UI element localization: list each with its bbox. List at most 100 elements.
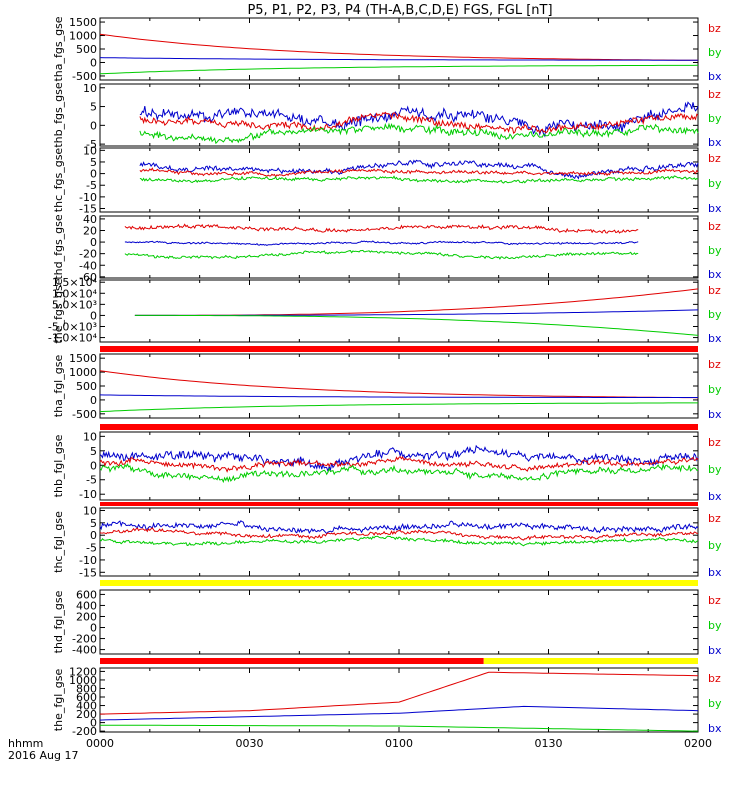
x-tick-label: 0130 (535, 737, 563, 750)
legend-by: by (708, 383, 722, 396)
chart-title: P5, P1, P2, P3, P4 (TH-A,B,C,D,E) FGS, F… (247, 3, 552, 18)
x-axis-label-date: 2016 Aug 17 (8, 749, 78, 762)
status-bar-segment (100, 502, 698, 506)
legend-bz: bz (708, 152, 721, 165)
series-line-bz (99, 671, 699, 715)
y-tick-label: 5 (90, 517, 97, 530)
x-tick-label: 0030 (236, 737, 264, 750)
y-tick-label: -60 (79, 271, 97, 284)
series-line-bz (99, 370, 699, 399)
x-tick-label: 0200 (684, 737, 712, 750)
y-tick-label: -400 (72, 644, 97, 657)
legend-bz: bz (708, 672, 721, 685)
y-tick-label: 10 (83, 82, 97, 95)
series-line-bx (124, 240, 639, 246)
y-tick-label: 0 (90, 529, 97, 542)
legend-by: by (708, 177, 722, 190)
series-line-by (99, 535, 699, 547)
legend-bx: bx (708, 408, 722, 421)
series-line-bx (99, 520, 699, 535)
y-tick-label: -10 (79, 488, 97, 501)
panel-frame (99, 215, 699, 279)
series-line-by (99, 462, 699, 484)
y-tick-label: 800 (76, 682, 97, 695)
y-tick-label: 1000 (69, 366, 97, 379)
status-bar-segment (100, 346, 698, 352)
y-tick-label: 5 (90, 445, 97, 458)
x-axis-label-hhmm: hhmm (8, 737, 43, 750)
status-bar-segment (483, 658, 698, 664)
y-tick-label: 0 (90, 119, 97, 132)
y-tick-label: -1.0×10⁴ (48, 332, 98, 345)
status-bars-layer (100, 346, 698, 664)
series-line-bz (124, 223, 639, 234)
legend-bz: bz (708, 512, 721, 525)
legend-bz: bz (708, 22, 721, 35)
y-tick-label: -20 (79, 248, 97, 261)
y-tick-label: 1.0×10⁴ (52, 287, 98, 300)
y-axis-label: tha_fgl_gse (52, 355, 65, 418)
y-tick-label: 0 (90, 394, 97, 407)
panel-the_fgs_gse: 1.5×10⁴1.0×10⁴5.0×10³0-5.0×10³-1.0×10⁴th… (48, 276, 722, 345)
y-tick-label: 0 (90, 459, 97, 472)
panel-frame (99, 147, 699, 213)
y-tick-label: 1500 (69, 352, 97, 365)
y-tick-label: 1000 (69, 674, 97, 687)
legend-bx: bx (708, 644, 722, 657)
panel-thb_fgs_gse: 10 5 0 -5 thb_fgs_gse bz by bx (52, 82, 722, 151)
y-tick-label: -200 (72, 725, 97, 738)
y-axis-label: thb_fgl_gse (52, 434, 65, 497)
legend-bx: bx (708, 136, 722, 149)
y-tick-label: 1000 (69, 30, 97, 43)
y-axis-label: thc_fgs_gse (52, 148, 65, 213)
status-bar-segment (100, 424, 698, 430)
legend-by: by (708, 463, 722, 476)
series-line-bz (139, 167, 699, 178)
series-line-bz (139, 111, 699, 134)
series-line-by (99, 402, 698, 413)
legend-bx: bx (708, 490, 722, 503)
series-line-bz (99, 455, 699, 473)
legend-bx: bx (708, 70, 722, 83)
legend-by: by (708, 46, 722, 59)
series-line-bx (99, 394, 698, 398)
y-axis-label: the_fgs_gse (52, 278, 65, 343)
y-tick-label: 0 (90, 309, 97, 322)
y-tick-label: -5 (86, 474, 97, 487)
y-axis-label: thd_fgs_gse (52, 214, 65, 280)
y-tick-label: 1500 (69, 16, 97, 29)
series-line-by (124, 249, 639, 260)
y-tick-label: 500 (76, 43, 97, 56)
x-tick-label: 0000 (86, 737, 114, 750)
y-axis-label: the_fgl_gse (52, 669, 65, 732)
legend-bx: bx (708, 268, 722, 281)
panel-frame (99, 667, 699, 733)
y-tick-label: -500 (72, 408, 97, 421)
y-tick-label: -200 (72, 633, 97, 646)
series-line-by (139, 122, 699, 145)
y-tick-label: 500 (76, 380, 97, 393)
legend-bx: bx (708, 202, 722, 215)
y-tick-label: 600 (76, 588, 97, 601)
legend-by: by (708, 697, 722, 710)
panel-frame (99, 279, 699, 343)
x-axis: 0000 0030 0100 0130 0200 (86, 737, 712, 750)
series-line-bz (99, 33, 698, 61)
y-axis-label: thb_fgs_gse (52, 82, 65, 148)
y-tick-label: -5 (86, 138, 97, 151)
y-tick-label: 0 (90, 717, 97, 730)
y-tick-label: 5.0×10³ (52, 298, 97, 311)
y-tick-label: 0 (90, 56, 97, 69)
y-tick-label: -5.0×10³ (48, 321, 97, 334)
y-axis-label: tha_fgs_gse (52, 16, 65, 81)
y-axis-label: thd_fgl_gse (52, 590, 65, 653)
series-line-by (139, 175, 699, 184)
series-line-bx (99, 444, 699, 473)
series-line-by (134, 314, 699, 336)
y-tick-label: 400 (76, 700, 97, 713)
legend-bx: bx (708, 332, 722, 345)
